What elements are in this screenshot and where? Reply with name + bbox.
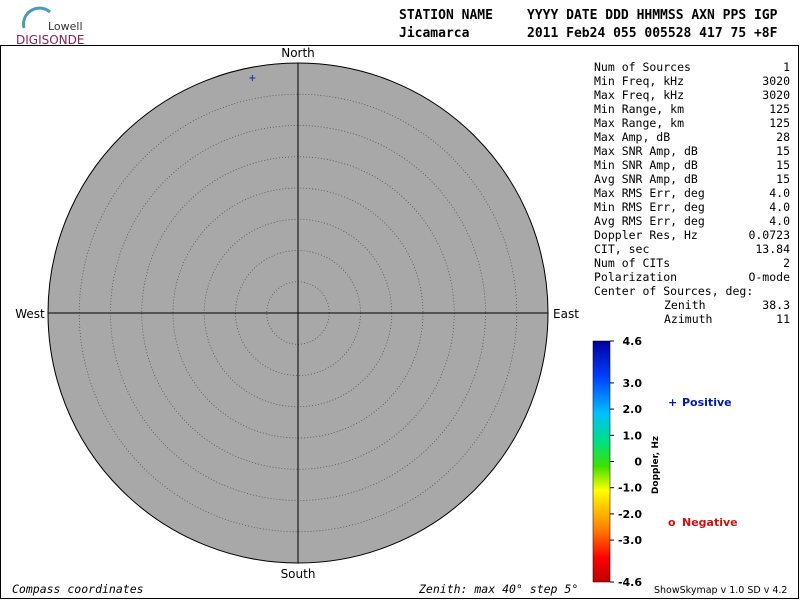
- stat-value: 13.84: [755, 242, 790, 256]
- colorbar-tick-label: 0: [634, 456, 642, 469]
- logo-top: Lowell: [48, 20, 83, 33]
- stat-label: Min Range, km: [594, 102, 684, 116]
- stat-value: 125: [769, 116, 790, 130]
- stat-value: 3020: [762, 74, 790, 88]
- stat-label: Azimuth: [664, 312, 712, 326]
- stat-label: Zenith: [664, 298, 706, 312]
- legend-name: Positive: [682, 396, 732, 409]
- stat-value: 2: [783, 256, 790, 270]
- footer-right: ShowSkymap v 1.0 SD v 4.2: [654, 585, 787, 596]
- legend-name: Negative: [682, 516, 738, 529]
- stat-value: 15: [776, 144, 790, 158]
- header-label: YYYY DATE DDD HHMMSS AXN PPS IGP: [527, 8, 778, 23]
- colorbar-tick-label: 1.0: [623, 429, 643, 442]
- stat-value: 125: [769, 102, 790, 116]
- stat-value: 0.0723: [748, 228, 790, 242]
- stat-label: Min Freq, kHz: [594, 74, 684, 88]
- stat-value: 28: [776, 130, 790, 144]
- logo-arc: [22, 6, 51, 29]
- colorbar-tick-label: -2.0: [618, 508, 642, 521]
- stat-label: Max Amp, dB: [594, 130, 670, 144]
- stat-label: Avg SNR Amp, dB: [594, 172, 698, 186]
- colorbar-label: Doppler, Hz: [651, 436, 661, 494]
- compass-south: South: [281, 567, 316, 581]
- stat-label: Avg RMS Err, deg: [594, 214, 705, 228]
- colorbar-tick-label: -1.0: [618, 482, 642, 495]
- header-value: Jicamarca: [399, 26, 470, 41]
- stat-label: Max Freq, kHz: [594, 88, 684, 102]
- stat-value: 11: [776, 312, 790, 326]
- logo-bottom: DIGISONDE: [16, 33, 84, 47]
- colorbar-tick-label: 4.6: [623, 335, 643, 348]
- colorbar-tick-label: 2.0: [623, 403, 643, 416]
- stat-value: 15: [776, 172, 790, 186]
- stat-value: 4.0: [769, 214, 790, 228]
- stat-value: 4.0: [769, 186, 790, 200]
- compass-east: East: [553, 307, 579, 321]
- compass-west: West: [15, 307, 45, 321]
- stat-value: 1: [783, 60, 790, 74]
- header-value: 2011 Feb24 055 005528 417 75 +8F: [527, 26, 778, 41]
- header-label: STATION NAME: [399, 8, 493, 23]
- compass-north: North: [281, 46, 315, 60]
- stat-label: Min RMS Err, deg: [594, 200, 705, 214]
- frame: [0, 45, 799, 599]
- stat-label: Center of Sources, deg:: [594, 284, 753, 298]
- colorbar-tick-label: -3.0: [618, 534, 642, 547]
- stat-value: 4.0: [769, 200, 790, 214]
- stat-label: Num of Sources: [594, 60, 691, 74]
- colorbar-tick-label: -4.6: [618, 576, 642, 589]
- stat-label: Num of CITs: [594, 256, 670, 270]
- stat-label: Max Range, km: [594, 116, 684, 130]
- colorbar: [592, 340, 611, 583]
- source-point: [249, 75, 256, 82]
- footer-left: Compass coordinates: [12, 582, 144, 596]
- footer-middle: Zenith: max 40° step 5°: [418, 582, 578, 596]
- stat-label: Doppler Res, Hz: [594, 228, 698, 242]
- legend-symbol: o: [668, 516, 676, 529]
- legend-symbol: +: [668, 396, 677, 409]
- stat-value: O-mode: [748, 270, 790, 284]
- colorbar-tick-label: 3.0: [623, 377, 643, 390]
- stat-label: CIT, sec: [594, 242, 649, 256]
- stat-value: 3020: [762, 88, 790, 102]
- stat-value: 38.3: [762, 298, 790, 312]
- stat-label: Max RMS Err, deg: [594, 186, 705, 200]
- stat-label: Max SNR Amp, dB: [594, 144, 698, 158]
- stat-label: Polarization: [594, 270, 677, 284]
- stat-value: 15: [776, 158, 790, 172]
- stat-label: Min SNR Amp, dB: [594, 158, 698, 172]
